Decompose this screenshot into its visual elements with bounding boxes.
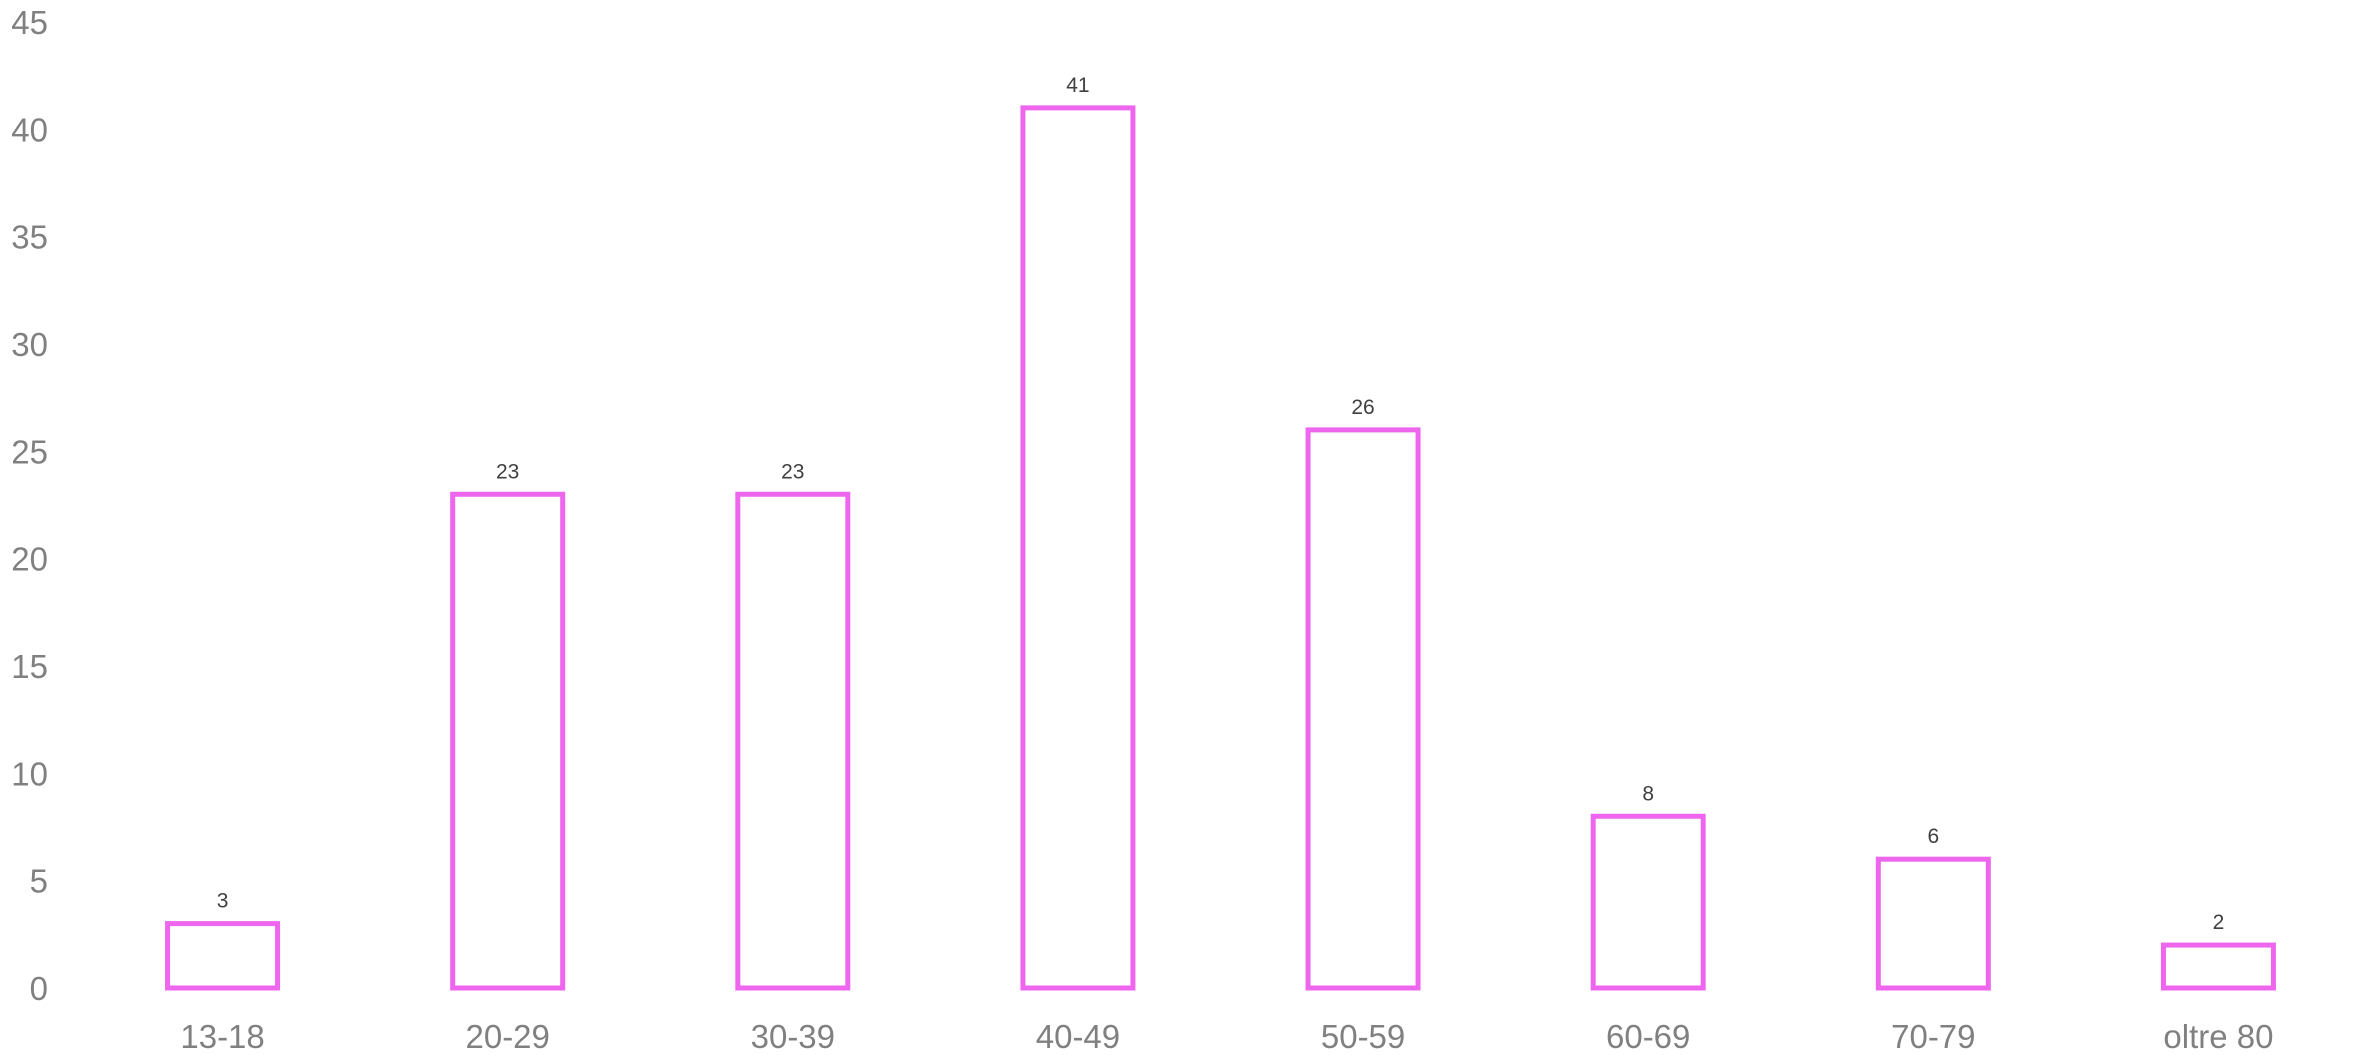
y-tick-label: 45 xyxy=(11,4,48,41)
y-tick-label: 30 xyxy=(11,326,48,363)
y-tick-label: 25 xyxy=(11,433,48,470)
bar xyxy=(1020,105,1136,991)
bars: 3 23 23 41 26 8 6 2 xyxy=(165,74,2276,991)
y-axis: 0 5 10 15 20 25 30 35 40 45 xyxy=(11,4,48,1007)
bar xyxy=(2160,942,2276,991)
bar xyxy=(1590,813,1706,991)
x-axis: 13-18 20-29 30-39 40-49 50-59 60-69 70-79 oltre… xyxy=(180,1018,2273,1055)
y-tick-label: 20 xyxy=(11,541,48,578)
x-tick-label: 20-29 xyxy=(465,1018,549,1055)
x-tick-label: 40-49 xyxy=(1036,1018,1120,1055)
y-tick-label: 0 xyxy=(30,970,48,1007)
data-label: 6 xyxy=(1927,825,1939,848)
data-label: 3 xyxy=(217,890,229,913)
y-tick-label: 5 xyxy=(30,863,48,900)
y-tick-label: 40 xyxy=(11,111,48,148)
data-label: 8 xyxy=(1642,782,1654,805)
x-tick-label: 70-79 xyxy=(1891,1018,1975,1055)
bar xyxy=(735,491,851,991)
y-tick-label: 15 xyxy=(11,648,48,685)
x-tick-label: 60-69 xyxy=(1606,1018,1690,1055)
x-tick-label: 50-59 xyxy=(1321,1018,1405,1055)
data-label: 23 xyxy=(781,460,804,483)
x-tick-label: oltre 80 xyxy=(2163,1018,2273,1055)
y-tick-label: 35 xyxy=(11,219,48,256)
bar xyxy=(165,921,281,991)
bar xyxy=(1305,427,1421,991)
data-label: 23 xyxy=(496,460,519,483)
x-tick-label: 13-18 xyxy=(180,1018,264,1055)
data-label: 2 xyxy=(2213,911,2225,934)
bar xyxy=(450,491,566,991)
x-tick-label: 30-39 xyxy=(751,1018,835,1055)
y-tick-label: 10 xyxy=(11,755,48,792)
bar xyxy=(1875,856,1991,991)
data-label: 26 xyxy=(1351,396,1374,419)
data-label: 41 xyxy=(1066,74,1089,97)
